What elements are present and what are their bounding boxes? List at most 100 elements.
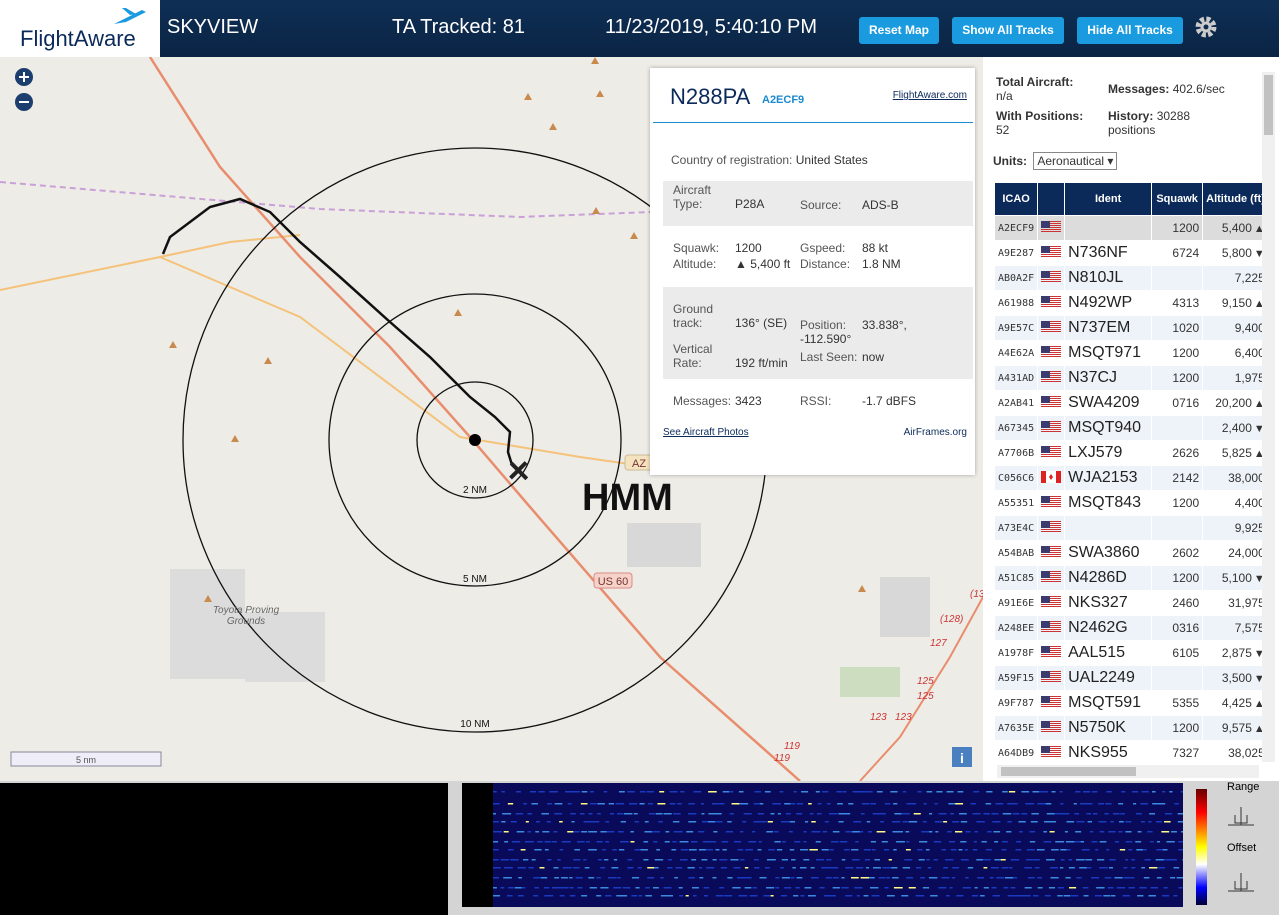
spectrogram-texture bbox=[892, 831, 900, 833]
aircraft-row[interactable]: A51C85 N4286D 1200 5,100 ▼ bbox=[993, 565, 1269, 591]
spectrogram-texture bbox=[775, 877, 780, 879]
aircraft-row[interactable]: A91E6E NKS327 2460 31,975 bbox=[993, 590, 1269, 616]
spectrogram-texture bbox=[1177, 813, 1183, 815]
spectrogram-texture bbox=[663, 813, 672, 815]
spectrogram-texture bbox=[1024, 867, 1033, 869]
spectrogram-texture bbox=[567, 831, 575, 833]
spectrogram-texture bbox=[1025, 859, 1034, 861]
aircraft-row[interactable]: A54BAB SWA3860 2602 24,000 bbox=[993, 540, 1269, 566]
ident-cell: MSQT971 bbox=[1064, 340, 1153, 366]
flag-part bbox=[1041, 228, 1062, 230]
spectrogram-texture bbox=[1010, 887, 1016, 889]
aircraft-row[interactable]: A2AB41 SWA4209 0716 20,200 ▲ bbox=[993, 390, 1269, 416]
field: Gspeed: 88 kt bbox=[800, 241, 925, 255]
settings-icon[interactable] bbox=[1194, 15, 1218, 39]
spectrogram-texture bbox=[839, 841, 848, 843]
offset-slider[interactable] bbox=[1226, 867, 1256, 897]
aircraft-row[interactable]: A59F15 UAL2249 3,500 ▼ bbox=[993, 665, 1269, 691]
spectrogram-texture bbox=[501, 821, 506, 823]
spectrogram-texture bbox=[768, 849, 775, 851]
spectrogram-texture bbox=[1046, 859, 1055, 861]
aircraft-row[interactable]: A73E4C 9,925 bbox=[993, 515, 1269, 541]
spectrogram-texture bbox=[572, 867, 580, 869]
spectrogram-texture bbox=[1162, 849, 1168, 851]
spectrogram-texture bbox=[693, 895, 697, 897]
spectrogram-texture bbox=[793, 791, 797, 793]
aircraft-row[interactable]: A9F787 MSQT591 5355 4,425 ▲ bbox=[993, 690, 1269, 716]
aircraft-row[interactable]: A2ECF9 1200 5,400 ▲ bbox=[993, 215, 1269, 241]
spectrogram-texture bbox=[800, 849, 809, 851]
ident-cell: AAL515 bbox=[1064, 640, 1153, 666]
altitude: 3,500 bbox=[1221, 671, 1252, 685]
flightaware-link[interactable]: FlightAware.com bbox=[892, 90, 967, 101]
spectrogram-texture bbox=[873, 867, 881, 869]
spectrogram-texture bbox=[841, 859, 846, 861]
spectrogram-texture bbox=[1166, 841, 1175, 843]
spectrogram-texture bbox=[546, 821, 551, 823]
spectrogram-texture bbox=[686, 831, 694, 833]
spectrogram-texture bbox=[1068, 859, 1072, 861]
spectrogram-texture bbox=[935, 831, 939, 833]
flag-part bbox=[1041, 376, 1062, 378]
spectrogram-texture bbox=[515, 813, 523, 815]
spectrogram-texture bbox=[679, 859, 688, 861]
aircraft-row[interactable]: A4E62A MSQT971 1200 6,400 bbox=[993, 340, 1269, 366]
squawk-cell: 2142 bbox=[1151, 465, 1204, 491]
aircraft-row[interactable]: C056C6 WJA2153 2142 38,000 bbox=[993, 465, 1269, 491]
range-slider[interactable] bbox=[1226, 801, 1256, 831]
flag-part bbox=[1041, 247, 1062, 249]
zoom-controls[interactable] bbox=[15, 68, 33, 111]
photos-link[interactable]: See Aircraft Photos bbox=[663, 427, 749, 438]
spectrogram-texture bbox=[516, 831, 525, 833]
aircraft-row[interactable]: A67345 MSQT940 2,400 ▼ bbox=[993, 415, 1269, 441]
spectrogram-texture bbox=[759, 803, 764, 805]
aircraft-row[interactable]: A55351 MSQT843 1200 4,400 bbox=[993, 490, 1269, 516]
road-label: 123 bbox=[870, 712, 887, 723]
spectrogram-texture bbox=[1054, 813, 1063, 815]
reset-map-button[interactable]: Reset Map bbox=[859, 17, 939, 44]
units-select[interactable]: Aeronautical ▾ bbox=[1033, 152, 1118, 170]
spectrogram-texture bbox=[1024, 887, 1032, 889]
flag-part bbox=[1041, 630, 1062, 632]
info-button[interactable] bbox=[952, 747, 972, 767]
squawk: 1200 bbox=[1172, 346, 1200, 360]
stat-label: History: bbox=[1108, 109, 1154, 123]
spectrogram-texture bbox=[1161, 831, 1170, 833]
aircraft-row[interactable]: A1978F AAL515 6105 2,875 ▼ bbox=[993, 640, 1269, 666]
squawk-cell: 4313 bbox=[1151, 290, 1204, 316]
spectrogram-texture bbox=[647, 803, 654, 805]
aircraft-row[interactable]: AB0A2F N810JL 7,225 bbox=[993, 265, 1269, 291]
aircraft-row[interactable]: A9E287 N736NF 6724 5,800 ▼ bbox=[993, 240, 1269, 266]
aircraft-row[interactable]: A9E57C N737EM 1020 9,400 bbox=[993, 315, 1269, 341]
airframes-link[interactable]: AirFrames.org bbox=[903, 427, 967, 438]
aircraft-row[interactable]: A7706B LXJ579 2626 5,825 ▲ bbox=[993, 440, 1269, 466]
spectrogram-texture bbox=[1133, 803, 1137, 805]
spectrogram-texture bbox=[934, 803, 938, 805]
field: Vertical Rate: 192 ft/min bbox=[673, 342, 798, 370]
spectrogram-texture bbox=[1032, 895, 1039, 897]
spectrogram-texture bbox=[906, 803, 914, 805]
spectrogram-texture bbox=[541, 877, 548, 879]
spectrogram-texture bbox=[503, 831, 509, 833]
spectrogram-texture bbox=[722, 791, 730, 793]
flag-cell bbox=[1037, 540, 1066, 566]
icao-cell: A91E6E bbox=[993, 590, 1039, 616]
spectrogram-texture bbox=[631, 895, 638, 897]
aircraft-row[interactable]: A61988 N492WP 4313 9,150 ▲ bbox=[993, 290, 1269, 316]
flag-part bbox=[1041, 322, 1062, 324]
flag-part bbox=[1041, 501, 1062, 503]
spectrogram-texture bbox=[779, 791, 784, 793]
aircraft-row[interactable]: A64DB9 NKS955 7327 38,025 bbox=[993, 740, 1269, 766]
header-row: ICAO Ident Squawk Altitude (ft) bbox=[993, 182, 1269, 216]
show-tracks-button[interactable]: Show All Tracks bbox=[952, 17, 1064, 44]
spectrogram-texture bbox=[1137, 831, 1142, 833]
aircraft-row[interactable]: A7635E N5750K 1200 9,575 ▲ bbox=[993, 715, 1269, 741]
hide-tracks-button[interactable]: Hide All Tracks bbox=[1077, 17, 1183, 44]
spectrogram-texture bbox=[1059, 867, 1064, 869]
altitude: 38,000 bbox=[1228, 471, 1265, 485]
spectrogram-texture bbox=[959, 813, 967, 815]
spectrogram-texture bbox=[852, 831, 862, 833]
aircraft-row[interactable]: A248EE N2462G 0316 7,575 bbox=[993, 615, 1269, 641]
flag-part bbox=[1041, 549, 1062, 551]
aircraft-row[interactable]: A431AD N37CJ 1200 1,975 bbox=[993, 365, 1269, 391]
